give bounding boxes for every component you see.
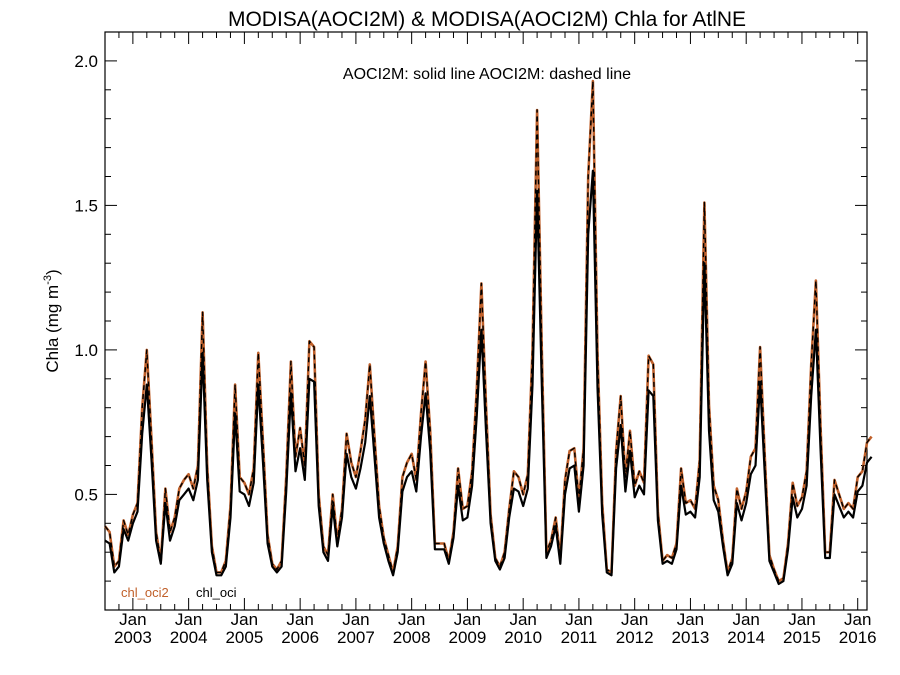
line-style-annotation: AOCI2M: solid line AOCI2M: dashed line bbox=[343, 66, 631, 83]
x-tick-label-month: Jan bbox=[286, 610, 313, 629]
x-tick-label-month: Jan bbox=[788, 610, 815, 629]
series-dash-overlay-chl-oci2 bbox=[104, 80, 873, 582]
x-tick-label-year: 2004 bbox=[170, 628, 208, 647]
x-tick-label-month: Jan bbox=[621, 610, 648, 629]
x-tick-label-year: 2003 bbox=[114, 628, 152, 647]
x-tick-label-month: Jan bbox=[509, 610, 536, 629]
x-tick-label-year: 2005 bbox=[225, 628, 263, 647]
y-tick-label: 1.0 bbox=[74, 341, 98, 360]
x-tick-label-year: 2006 bbox=[281, 628, 319, 647]
series-line-chl-oci bbox=[104, 169, 873, 586]
x-axis: Jan2003Jan2004Jan2005Jan2006Jan2007Jan20… bbox=[104, 32, 877, 647]
x-tick-label-year: 2009 bbox=[449, 628, 487, 647]
y-axis-label-sup: -3 bbox=[42, 275, 54, 285]
plot-frame bbox=[104, 31, 868, 611]
series-line-chl-oci2 bbox=[103, 79, 873, 583]
x-tick-label-year: 2008 bbox=[393, 628, 431, 647]
chart-title: MODISA(AOCI2M) & MODISA(AOCI2M) Chla for… bbox=[228, 8, 746, 31]
x-tick-label-month: Jan bbox=[677, 610, 704, 629]
y-axis-label: Chla (mg m-3) bbox=[42, 269, 62, 372]
x-tick-label-month: Jan bbox=[342, 610, 369, 629]
y-axis-label-text: Chla (mg m bbox=[43, 285, 62, 373]
x-tick-label-month: Jan bbox=[565, 610, 592, 629]
x-tick-label-year: 2015 bbox=[783, 628, 821, 647]
x-tick-label-year: 2014 bbox=[727, 628, 765, 647]
x-tick-label-year: 2013 bbox=[672, 628, 710, 647]
x-tick-label-month: Jan bbox=[454, 610, 481, 629]
legend-entry-chl-oci: chl_oci bbox=[196, 585, 237, 600]
y-tick-label: 1.5 bbox=[74, 196, 98, 215]
x-tick-label-month: Jan bbox=[398, 610, 425, 629]
x-tick-label-year: 2010 bbox=[504, 628, 542, 647]
x-tick-label-month: Jan bbox=[119, 610, 146, 629]
y-axis-label-close: ) bbox=[43, 269, 62, 275]
y-tick-label: 0.5 bbox=[74, 485, 98, 504]
x-tick-label-year: 2011 bbox=[561, 628, 598, 647]
x-tick-label-year: 2012 bbox=[616, 628, 654, 647]
x-tick-label-month: Jan bbox=[175, 610, 202, 629]
legend-entry-chl-oci2: chl_oci2 bbox=[121, 585, 169, 600]
x-tick-label-month: Jan bbox=[732, 610, 759, 629]
x-tick-label-year: 2007 bbox=[337, 628, 375, 647]
x-tick-label-month: Jan bbox=[231, 610, 258, 629]
x-tick-label-month: Jan bbox=[844, 610, 871, 629]
series-layer bbox=[103, 79, 873, 586]
x-tick-label-year: 2016 bbox=[839, 628, 877, 647]
y-tick-label: 2.0 bbox=[74, 52, 98, 71]
y-axis: 0.5 1.0 1.5 2.0 bbox=[74, 52, 867, 582]
